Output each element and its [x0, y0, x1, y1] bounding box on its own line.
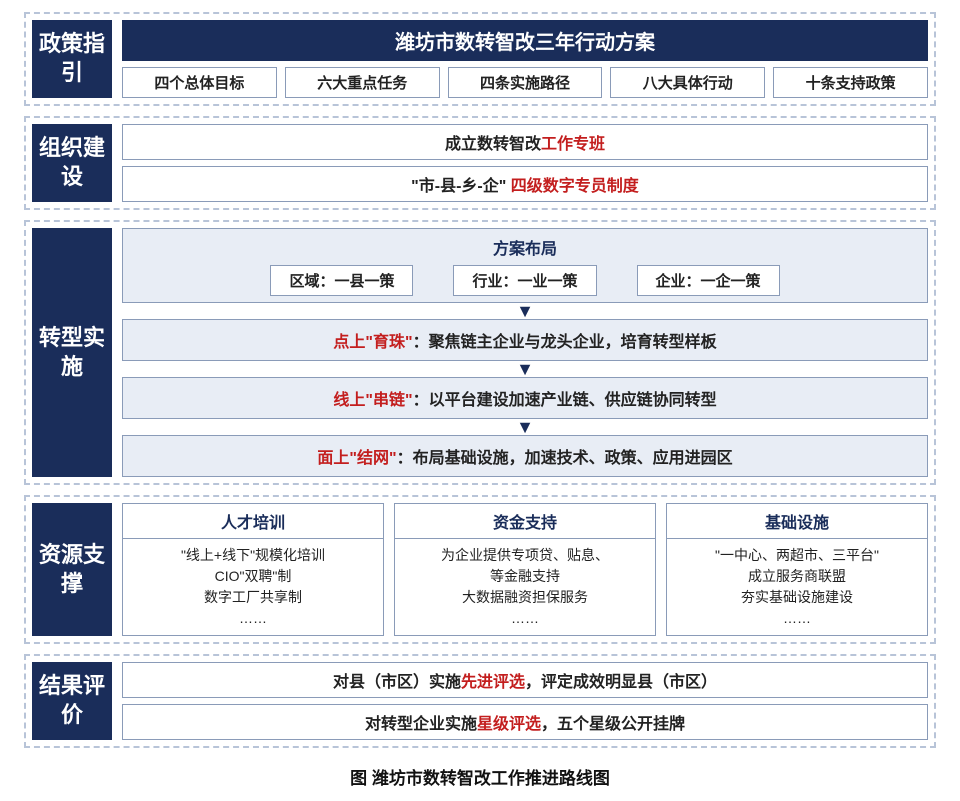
- section-result-label: 结果评价: [32, 662, 112, 740]
- impl-row-1: 点上"育珠"：聚焦链主企业与龙头企业，培育转型样板: [122, 319, 928, 361]
- result-line-2-p2: ，五个星级公开挂牌: [541, 716, 685, 733]
- result-line-1: 对县（市区）实施先进评选，评定成效明显县（市区）: [122, 662, 928, 698]
- resource-col-body: 为企业提供专项贷、贴息、 等金融支持 大数据融资担保服务 ……: [395, 539, 655, 635]
- impl-layout-item: 区域：一县一策: [270, 265, 413, 296]
- section-org-label: 组织建设: [32, 124, 112, 202]
- impl-layout-box: 方案布局 区域：一县一策 行业：一业一策 企业：一企一策: [122, 228, 928, 303]
- section-resource-label: 资源支撑: [32, 503, 112, 636]
- org-line-1-prefix: 成立数转智改: [445, 136, 541, 153]
- arrow-down-icon: ▼: [122, 307, 928, 315]
- impl-row-3-rest: ：布局基础设施，加速技术、政策、应用进园区: [397, 450, 733, 467]
- policy-item: 四条实施路径: [448, 67, 603, 98]
- impl-row-2-red: 线上"串链": [333, 392, 412, 409]
- impl-row-3: 面上"结网"：布局基础设施，加速技术、政策、应用进园区: [122, 435, 928, 477]
- result-line-1-p1: 对县（市区）实施: [333, 674, 461, 691]
- impl-layout-item: 企业：一企一策: [637, 265, 780, 296]
- section-impl-body: 方案布局 区域：一县一策 行业：一业一策 企业：一企一策 ▼ 点上"育珠"：聚焦…: [112, 228, 928, 477]
- resource-col: 人才培训 "线上+线下"规模化培训 CIO"双聘"制 数字工厂共享制 ……: [122, 503, 384, 636]
- section-resource-body: 人才培训 "线上+线下"规模化培训 CIO"双聘"制 数字工厂共享制 …… 资金…: [112, 503, 928, 636]
- resource-col: 资金支持 为企业提供专项贷、贴息、 等金融支持 大数据融资担保服务 ……: [394, 503, 656, 636]
- impl-row-2-rest: ：以平台建设加速产业链、供应链协同转型: [413, 392, 717, 409]
- resource-col-head: 资金支持: [395, 504, 655, 539]
- section-org: 组织建设 成立数转智改工作专班 "市-县-乡-企" 四级数字专员制度: [24, 116, 936, 210]
- resource-line: 成立服务商联盟: [671, 566, 923, 587]
- policy-item: 四个总体目标: [122, 67, 277, 98]
- org-line-1: 成立数转智改工作专班: [122, 124, 928, 160]
- policy-item: 八大具体行动: [610, 67, 765, 98]
- impl-row-2: 线上"串链"：以平台建设加速产业链、供应链协同转型: [122, 377, 928, 419]
- impl-row-3-red: 面上"结网": [317, 450, 396, 467]
- result-line-2-p1: 对转型企业实施: [365, 716, 477, 733]
- resource-line: 夯实基础设施建设: [671, 587, 923, 608]
- resource-cols: 人才培训 "线上+线下"规模化培训 CIO"双聘"制 数字工厂共享制 …… 资金…: [122, 503, 928, 636]
- resource-line: "一中心、两超市、三平台": [671, 545, 923, 566]
- resource-line: 数字工厂共享制: [127, 587, 379, 608]
- resource-col-body: "线上+线下"规模化培训 CIO"双聘"制 数字工厂共享制 ……: [123, 539, 383, 635]
- section-result: 结果评价 对县（市区）实施先进评选，评定成效明显县（市区） 对转型企业实施星级评…: [24, 654, 936, 748]
- section-policy-label: 政策指引: [32, 20, 112, 98]
- impl-layout-row: 区域：一县一策 行业：一业一策 企业：一企一策: [131, 265, 919, 296]
- resource-col-head: 人才培训: [123, 504, 383, 539]
- result-line-2: 对转型企业实施星级评选，五个星级公开挂牌: [122, 704, 928, 740]
- resource-line: ……: [399, 608, 651, 629]
- section-impl-label: 转型实施: [32, 228, 112, 477]
- section-policy-body: 潍坊市数转智改三年行动方案 四个总体目标 六大重点任务 四条实施路径 八大具体行…: [112, 20, 928, 98]
- result-line-2-red: 星级评选: [477, 716, 541, 733]
- org-line-2-prefix: "市-县-乡-企": [411, 178, 506, 195]
- arrow-down-icon: ▼: [122, 365, 928, 373]
- resource-col: 基础设施 "一中心、两超市、三平台" 成立服务商联盟 夯实基础设施建设 ……: [666, 503, 928, 636]
- resource-line: 大数据融资担保服务: [399, 587, 651, 608]
- policy-items-row: 四个总体目标 六大重点任务 四条实施路径 八大具体行动 十条支持政策: [122, 67, 928, 98]
- arrow-down-icon: ▼: [122, 423, 928, 431]
- resource-line: 等金融支持: [399, 566, 651, 587]
- section-impl: 转型实施 方案布局 区域：一县一策 行业：一业一策 企业：一企一策 ▼ 点上"育…: [24, 220, 936, 485]
- impl-row-1-rest: ：聚焦链主企业与龙头企业，培育转型样板: [413, 334, 717, 351]
- impl-layout-title: 方案布局: [131, 235, 919, 259]
- org-line-1-red: 工作专班: [541, 136, 605, 153]
- figure-caption: 图 潍坊市数转智改工作推进路线图: [24, 764, 936, 789]
- resource-col-body: "一中心、两超市、三平台" 成立服务商联盟 夯实基础设施建设 ……: [667, 539, 927, 635]
- resource-line: CIO"双聘"制: [127, 566, 379, 587]
- resource-line: ……: [671, 608, 923, 629]
- result-line-1-p2: ，评定成效明显县（市区）: [525, 674, 717, 691]
- section-result-body: 对县（市区）实施先进评选，评定成效明显县（市区） 对转型企业实施星级评选，五个星…: [112, 662, 928, 740]
- section-org-body: 成立数转智改工作专班 "市-县-乡-企" 四级数字专员制度: [112, 124, 928, 202]
- result-line-1-red: 先进评选: [461, 674, 525, 691]
- section-resource: 资源支撑 人才培训 "线上+线下"规模化培训 CIO"双聘"制 数字工厂共享制 …: [24, 495, 936, 644]
- resource-line: "线上+线下"规模化培训: [127, 545, 379, 566]
- resource-col-head: 基础设施: [667, 504, 927, 539]
- policy-item: 十条支持政策: [773, 67, 928, 98]
- resource-line: ……: [127, 608, 379, 629]
- resource-line: 为企业提供专项贷、贴息、: [399, 545, 651, 566]
- impl-row-1-red: 点上"育珠": [333, 334, 412, 351]
- policy-item: 六大重点任务: [285, 67, 440, 98]
- section-policy: 政策指引 潍坊市数转智改三年行动方案 四个总体目标 六大重点任务 四条实施路径 …: [24, 12, 936, 106]
- org-line-2: "市-县-乡-企" 四级数字专员制度: [122, 166, 928, 202]
- policy-banner: 潍坊市数转智改三年行动方案: [122, 20, 928, 61]
- impl-layout-item: 行业：一业一策: [453, 265, 596, 296]
- org-line-2-red: 四级数字专员制度: [511, 178, 639, 195]
